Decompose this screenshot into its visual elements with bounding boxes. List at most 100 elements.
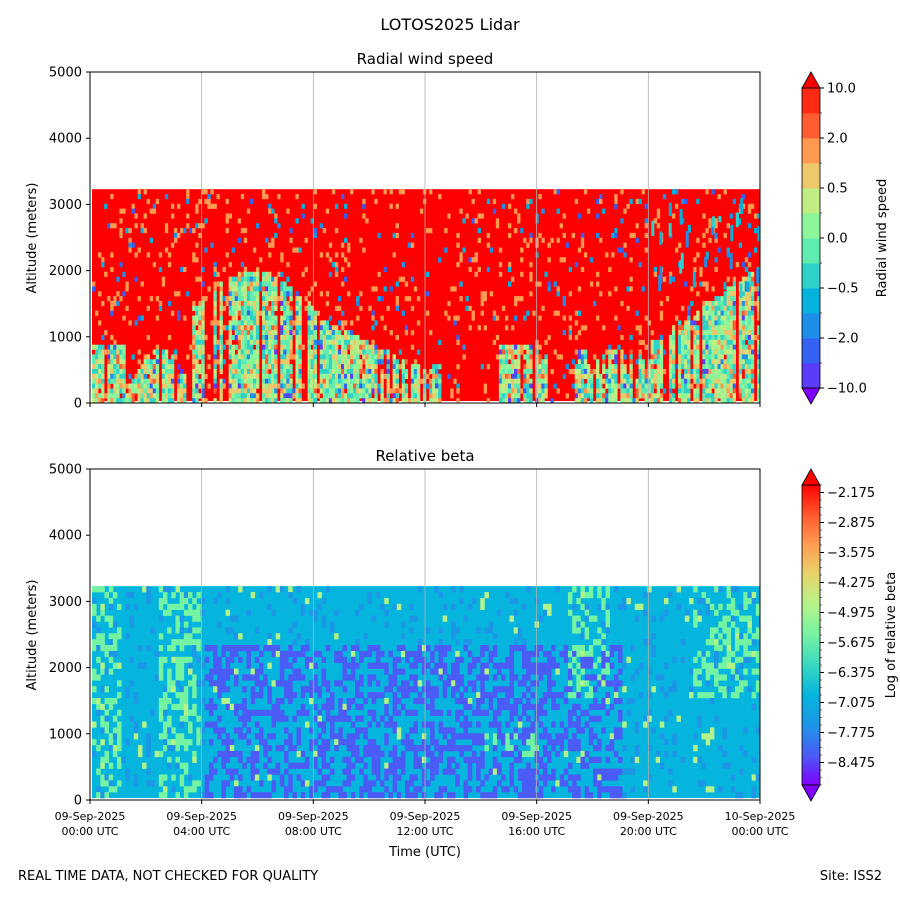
beta-cell xyxy=(463,756,469,763)
wind-cell xyxy=(647,359,651,365)
beta-cell xyxy=(601,668,606,675)
beta-cell xyxy=(434,692,439,699)
wind-cell xyxy=(756,354,760,360)
colorbar1-segment xyxy=(802,238,820,264)
beta-cell xyxy=(593,703,598,711)
wind-cell xyxy=(756,267,760,284)
wind-cell xyxy=(692,271,696,288)
beta-cell xyxy=(451,603,456,611)
beta-cell xyxy=(133,780,139,787)
beta-cell xyxy=(517,768,523,775)
beta-cell xyxy=(204,786,210,793)
wind-cell xyxy=(283,388,287,394)
beta-cell xyxy=(304,780,310,787)
wind-cell xyxy=(717,373,721,380)
wind-cell xyxy=(714,393,718,399)
wind-cell xyxy=(186,198,190,205)
panel1-gridlines xyxy=(201,72,649,403)
beta-cell xyxy=(175,639,180,646)
wind-cell xyxy=(313,320,317,326)
wind-cell xyxy=(435,388,439,394)
wind-cell xyxy=(265,398,269,403)
beta-cell xyxy=(254,709,260,716)
wind-cell xyxy=(322,228,327,234)
beta-cell xyxy=(317,721,322,728)
wind-cell xyxy=(608,344,612,350)
wind-cell xyxy=(228,354,232,360)
wind-cell xyxy=(732,296,737,302)
wind-cell xyxy=(167,378,172,384)
wind-cell xyxy=(693,325,697,331)
beta-cell xyxy=(321,774,327,781)
beta-cell xyxy=(196,592,201,599)
beta-cell xyxy=(430,697,435,705)
beta-cell xyxy=(346,715,352,722)
wind-cell xyxy=(596,213,600,219)
beta-cell xyxy=(200,792,206,799)
wind-cell xyxy=(240,310,245,316)
wind-cell xyxy=(517,364,521,370)
beta-cell xyxy=(321,792,327,799)
wind-cell xyxy=(322,368,327,375)
beta-cell xyxy=(300,780,306,787)
wind-cell xyxy=(620,334,624,341)
beta-cell xyxy=(476,733,481,740)
wind-cell xyxy=(547,242,551,248)
beta-cell xyxy=(438,792,443,799)
wind-cell xyxy=(283,305,287,311)
wind-cell xyxy=(234,398,239,403)
wind-cell xyxy=(711,359,715,365)
wind-cell xyxy=(705,300,709,307)
wind-cell xyxy=(222,305,226,311)
beta-cell xyxy=(146,750,151,758)
beta-cell xyxy=(538,721,544,728)
wind-cell xyxy=(122,359,126,365)
wind-cell xyxy=(708,315,712,321)
wind-cell xyxy=(274,213,278,219)
beta-cell xyxy=(459,733,464,740)
beta-cell xyxy=(213,650,218,658)
beta-cell xyxy=(158,709,164,716)
wind-cell xyxy=(92,383,96,389)
wind-cell xyxy=(620,189,624,195)
wind-cell xyxy=(252,330,257,336)
beta-cell xyxy=(572,721,577,728)
wind-cell xyxy=(195,354,199,360)
beta-cell xyxy=(208,774,214,781)
beta-cell xyxy=(555,662,560,669)
wind-cell xyxy=(255,310,260,316)
beta-cell xyxy=(350,739,356,746)
beta-cell xyxy=(392,692,398,699)
beta-cell xyxy=(355,645,360,652)
wind-cell xyxy=(255,305,260,311)
beta-cell xyxy=(171,639,176,646)
beta-cell xyxy=(638,603,644,611)
beta-cell xyxy=(551,739,556,746)
beta-cell xyxy=(446,727,452,734)
beta-cell xyxy=(229,656,235,663)
beta-cell xyxy=(526,750,531,758)
beta-cell xyxy=(371,780,377,787)
beta-cell xyxy=(413,745,418,752)
wind-cell xyxy=(747,262,752,268)
wind-cell xyxy=(374,359,378,365)
wind-cell xyxy=(678,334,682,341)
wind-cell xyxy=(213,281,217,287)
wind-cell xyxy=(340,354,345,360)
beta-cell xyxy=(430,756,435,763)
wind-cell xyxy=(526,368,530,375)
wind-cell xyxy=(131,398,135,403)
wind-cell xyxy=(307,383,311,389)
wind-cell xyxy=(623,383,627,389)
beta-cell xyxy=(455,668,460,675)
wind-cell xyxy=(526,378,530,384)
wind-cell xyxy=(362,368,366,375)
wind-cell xyxy=(110,373,114,380)
wind-cell xyxy=(380,296,384,302)
beta-cell xyxy=(480,692,485,699)
beta-cell xyxy=(492,650,498,658)
beta-cell xyxy=(137,645,143,652)
wind-cell xyxy=(429,383,433,389)
wind-cell xyxy=(426,271,430,277)
beta-cell xyxy=(476,703,481,711)
